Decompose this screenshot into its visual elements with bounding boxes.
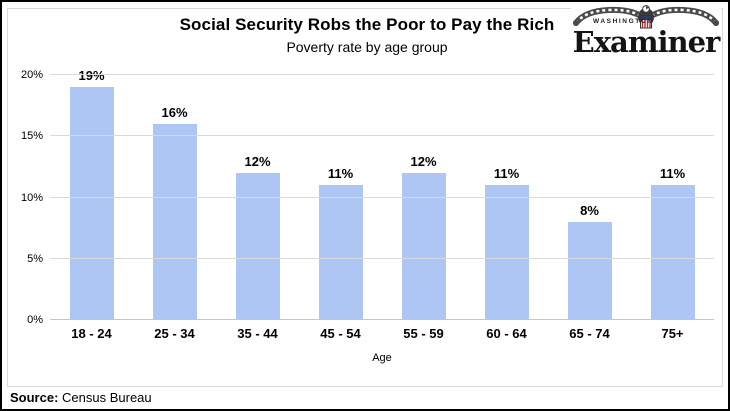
bar — [69, 87, 114, 320]
washington-examiner-logo: WASHINGTON Examiner — [571, 4, 721, 57]
gridline — [50, 74, 714, 75]
gridline — [50, 319, 714, 320]
x-axis-category-label: 60 - 64 — [486, 326, 527, 341]
bar-group: 12% — [382, 75, 465, 320]
bar — [484, 185, 529, 320]
bar-group: 8% — [548, 75, 631, 320]
bar-group: 11% — [299, 75, 382, 320]
source-label: Source: — [10, 390, 59, 405]
bar-value-label: 19% — [78, 68, 105, 84]
y-axis-tick-label: 20% — [20, 69, 43, 81]
bar-group: 12% — [216, 75, 299, 320]
bar-value-label: 8% — [580, 203, 599, 218]
masthead-name-label: Examiner — [572, 25, 721, 59]
x-axis-category-label: 65 - 74 — [569, 326, 610, 341]
bar — [152, 124, 197, 320]
bar — [318, 185, 363, 320]
source-line: Source: Census Bureau — [10, 390, 152, 405]
bar-value-label: 11% — [327, 166, 354, 182]
chart-frame — [7, 8, 723, 387]
y-axis-tick-label: 0% — [27, 314, 43, 326]
bar — [567, 222, 612, 320]
bar — [235, 173, 280, 320]
bar-group: 16% — [133, 75, 216, 320]
bar-value-label: 11% — [659, 166, 686, 182]
y-axis-tick-label: 15% — [20, 130, 43, 143]
chart-title: Social Security Robs the Poor to Pay the… — [179, 15, 555, 34]
x-axis-category-label: 25 - 34 — [154, 326, 195, 341]
bar-group: 11% — [465, 75, 548, 320]
x-axis-category-label: 35 - 44 — [237, 326, 278, 341]
masthead-city-label: WASHINGTON — [593, 18, 654, 25]
x-axis-category-label: 55 - 59 — [403, 326, 444, 341]
x-axis-category-label: 45 - 54 — [320, 326, 361, 341]
x-axis-category-label: 75+ — [661, 326, 684, 341]
bar — [650, 185, 695, 320]
bar — [401, 173, 446, 320]
gridline — [50, 257, 714, 259]
y-axis-tick-label: 10% — [20, 191, 43, 204]
x-axis-title: Age — [372, 352, 392, 364]
eagle-icon — [573, 5, 719, 29]
bar-value-label: 16% — [161, 105, 188, 120]
y-axis-tick-label: 5% — [27, 252, 43, 265]
plot-area: 19% 16% 12% 11% 12% 11% 8% 11% 0% 5% 10% 15% 20% — [21, 68, 714, 326]
source-text: Census Bureau — [58, 390, 152, 405]
gridline — [50, 135, 714, 137]
gridline — [50, 196, 714, 198]
x-axis-category-label: 18 - 24 — [71, 326, 112, 341]
bar-value-label: 12% — [410, 154, 437, 169]
bar-value-label: 12% — [244, 154, 271, 169]
bars-row: 19% 16% 12% 11% 12% 11% 8% 11% — [50, 68, 714, 320]
bar-group: 19% — [50, 68, 133, 320]
bar-group: 11% — [631, 75, 714, 320]
bar-value-label: 11% — [493, 166, 520, 182]
chart-subtitle: Poverty rate by age group — [286, 39, 448, 55]
x-axis-labels: 18 - 24 25 - 34 35 - 44 45 - 54 55 - 59 60 - … — [50, 326, 714, 341]
